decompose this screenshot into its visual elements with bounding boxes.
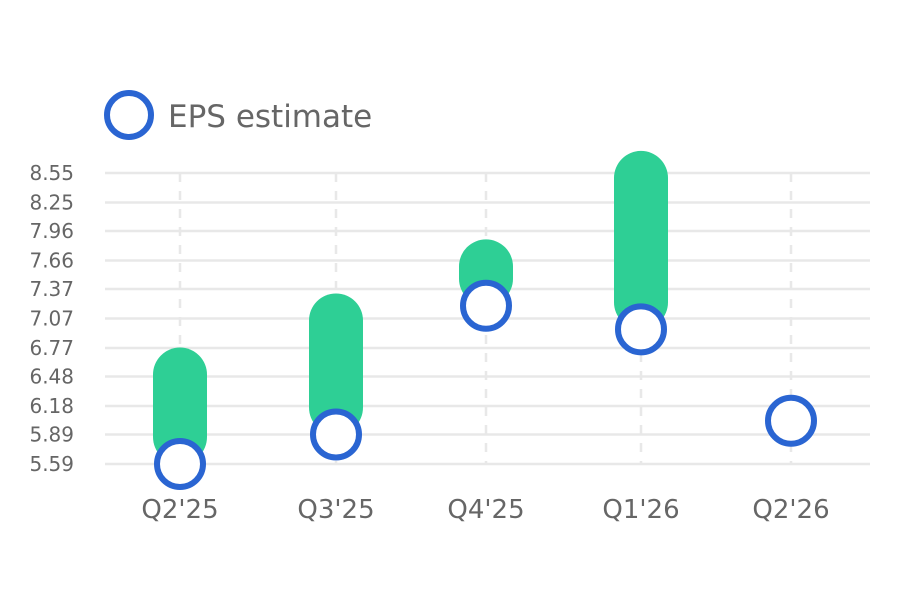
y-tick-label: 6.18 bbox=[29, 394, 74, 418]
y-tick-label: 8.55 bbox=[29, 161, 74, 185]
y-tick-label: 7.07 bbox=[29, 307, 74, 331]
legend: EPS estimate bbox=[104, 90, 372, 140]
eps-estimate-point bbox=[310, 408, 362, 461]
y-tick-label: 8.25 bbox=[29, 190, 74, 214]
range-bars bbox=[153, 150, 668, 464]
y-tick-label: 5.59 bbox=[29, 452, 74, 476]
range-bar bbox=[309, 293, 363, 435]
y-tick-label: 6.77 bbox=[29, 336, 74, 360]
y-tick-label: 7.37 bbox=[29, 277, 74, 301]
estimate-markers bbox=[154, 279, 817, 490]
y-axis-tick-labels: 5.59 5.89 6.18 6.48 6.77 7.07 7.37 7.66 7.96 8.25… bbox=[29, 161, 74, 476]
x-category-label: Q3'25 bbox=[297, 495, 374, 525]
x-category-label: Q1'26 bbox=[602, 495, 679, 525]
eps-estimate-point bbox=[154, 438, 206, 490]
y-tick-label: 7.96 bbox=[29, 219, 74, 243]
legend-marker-icon bbox=[104, 90, 154, 140]
y-tick-label: 7.66 bbox=[29, 248, 74, 272]
eps-estimate-point bbox=[615, 303, 667, 356]
x-category-label: Q2'26 bbox=[752, 495, 829, 525]
legend-label-eps-estimate: EPS estimate bbox=[168, 99, 372, 135]
eps-estimate-point bbox=[460, 279, 512, 332]
y-tick-label: 6.48 bbox=[29, 365, 74, 389]
eps-estimate-point bbox=[765, 394, 817, 447]
y-tick-label: 5.89 bbox=[29, 423, 74, 447]
x-category-label: Q4'25 bbox=[447, 495, 524, 525]
x-category-label: Q2'25 bbox=[141, 495, 218, 525]
range-bar bbox=[153, 347, 207, 464]
x-axis-category-labels: Q2'25 Q3'25 Q4'25 Q1'26 Q2'26 bbox=[141, 495, 829, 525]
range-bar bbox=[614, 150, 668, 330]
